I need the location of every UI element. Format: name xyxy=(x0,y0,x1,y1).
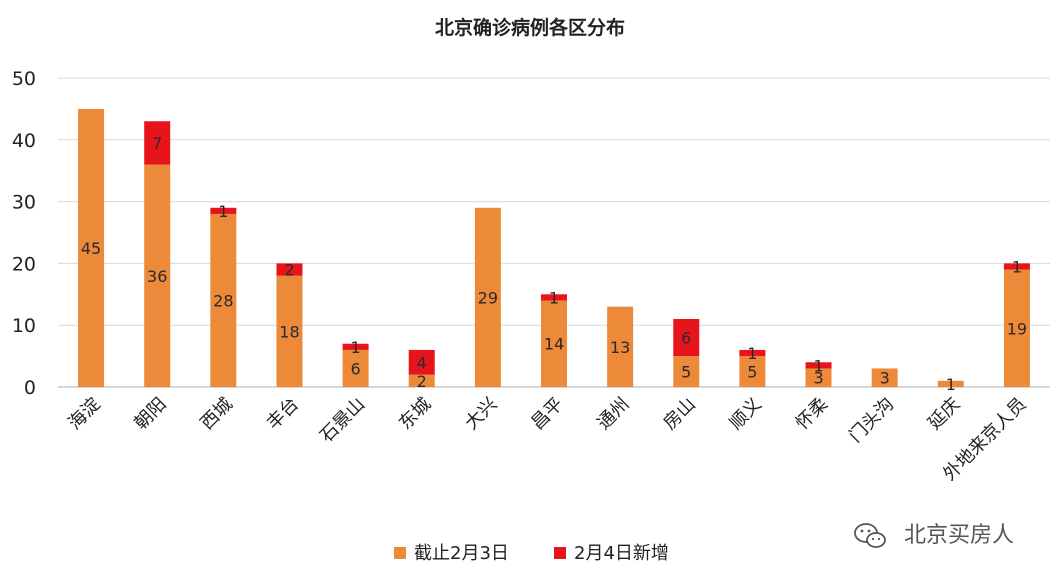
bar-base-3 xyxy=(276,275,303,387)
data-label: 3 xyxy=(880,369,890,388)
legend-swatch-series-1 xyxy=(394,547,406,559)
legend: 截止2月3日 2月4日新增 xyxy=(394,543,669,564)
bar-new-5 xyxy=(408,349,435,375)
data-label: 19 xyxy=(1007,319,1027,338)
x-tick-label: 海淀 xyxy=(64,394,104,434)
data-label: 1 xyxy=(747,344,757,363)
bar-new-10 xyxy=(739,349,766,357)
x-tick-label: 顺义 xyxy=(726,394,766,434)
bar-base-6 xyxy=(474,207,501,387)
y-axis: 0 10 20 30 40 50 xyxy=(12,68,36,399)
bars xyxy=(78,108,1030,388)
bar-new-2 xyxy=(210,207,237,214)
bar-base-14 xyxy=(1003,269,1030,387)
x-tick-label: 房山 xyxy=(659,394,699,434)
data-label: 2 xyxy=(417,372,427,391)
bar-base-9 xyxy=(673,356,700,387)
y-tick-label: 10 xyxy=(12,315,36,337)
data-label: 14 xyxy=(544,335,564,354)
y-tick-label: 20 xyxy=(12,253,36,275)
bar-base-1 xyxy=(144,164,171,387)
bar-base-5 xyxy=(408,374,435,387)
bar-base-11 xyxy=(805,368,832,387)
x-tick-label: 通州 xyxy=(593,394,633,434)
data-label: 28 xyxy=(213,291,233,310)
x-tick-label: 大兴 xyxy=(461,394,501,434)
bar-base-0 xyxy=(78,108,105,388)
bar-new-1 xyxy=(144,121,171,165)
bar-base-2 xyxy=(210,213,237,387)
wechat-icon xyxy=(854,523,886,548)
x-tick-label: 石景山 xyxy=(316,394,369,447)
bar-new-9 xyxy=(673,319,700,357)
x-tick-label: 朝阳 xyxy=(130,394,170,434)
legend-label-series-2: 2月4日新增 xyxy=(574,543,669,564)
data-label: 45 xyxy=(81,239,101,258)
bar-new-14 xyxy=(1003,263,1030,270)
bar-base-4 xyxy=(342,349,369,387)
y-tick-label: 0 xyxy=(24,377,36,399)
data-label: 1 xyxy=(549,288,559,307)
data-label: 2 xyxy=(284,261,294,280)
watermark: 北京买房人 xyxy=(854,523,1014,548)
data-label: 29 xyxy=(478,288,498,307)
legend-label-series-1: 截止2月3日 xyxy=(414,543,509,564)
data-label: 1 xyxy=(946,375,956,394)
data-label: 4 xyxy=(417,353,427,372)
data-label: 5 xyxy=(681,363,691,382)
bar-base-7 xyxy=(541,300,567,387)
x-tick-label: 西城 xyxy=(197,394,237,434)
x-tick-label: 丰台 xyxy=(263,394,303,434)
data-label: 1 xyxy=(813,356,823,375)
bar-new-7 xyxy=(541,294,567,301)
x-tick-label: 怀柔 xyxy=(792,394,832,434)
watermark-text: 北京买房人 xyxy=(904,523,1014,548)
data-label: 7 xyxy=(152,134,162,153)
y-tick-label: 50 xyxy=(12,68,36,90)
bar-new-4 xyxy=(342,343,369,350)
bar-base-8 xyxy=(607,306,634,387)
data-label: 1 xyxy=(351,338,361,357)
x-tick-label: 延庆 xyxy=(924,394,964,434)
data-label: 5 xyxy=(747,363,757,382)
bar-base-13 xyxy=(937,380,964,387)
x-tick-label: 东城 xyxy=(395,394,435,434)
y-tick-label: 30 xyxy=(12,192,36,214)
data-label: 36 xyxy=(147,267,167,286)
bar-base-10 xyxy=(739,356,766,387)
chart-title: 北京确诊病例各区分布 xyxy=(435,16,625,39)
data-label: 3 xyxy=(813,369,823,388)
x-tick-label: 昌平 xyxy=(527,394,567,434)
data-label: 6 xyxy=(681,329,691,348)
legend-swatch-series-2 xyxy=(554,547,566,559)
data-label: 13 xyxy=(610,338,630,357)
bar-new-11 xyxy=(805,362,832,369)
data-label: 18 xyxy=(279,322,299,341)
data-label: 1 xyxy=(1012,257,1022,276)
y-tick-label: 40 xyxy=(12,130,36,152)
data-label: 6 xyxy=(351,359,361,378)
x-tick-label: 门头沟 xyxy=(845,394,898,447)
data-label: 1 xyxy=(218,202,228,221)
bar-new-3 xyxy=(276,263,303,276)
bar-base-12 xyxy=(871,368,898,387)
